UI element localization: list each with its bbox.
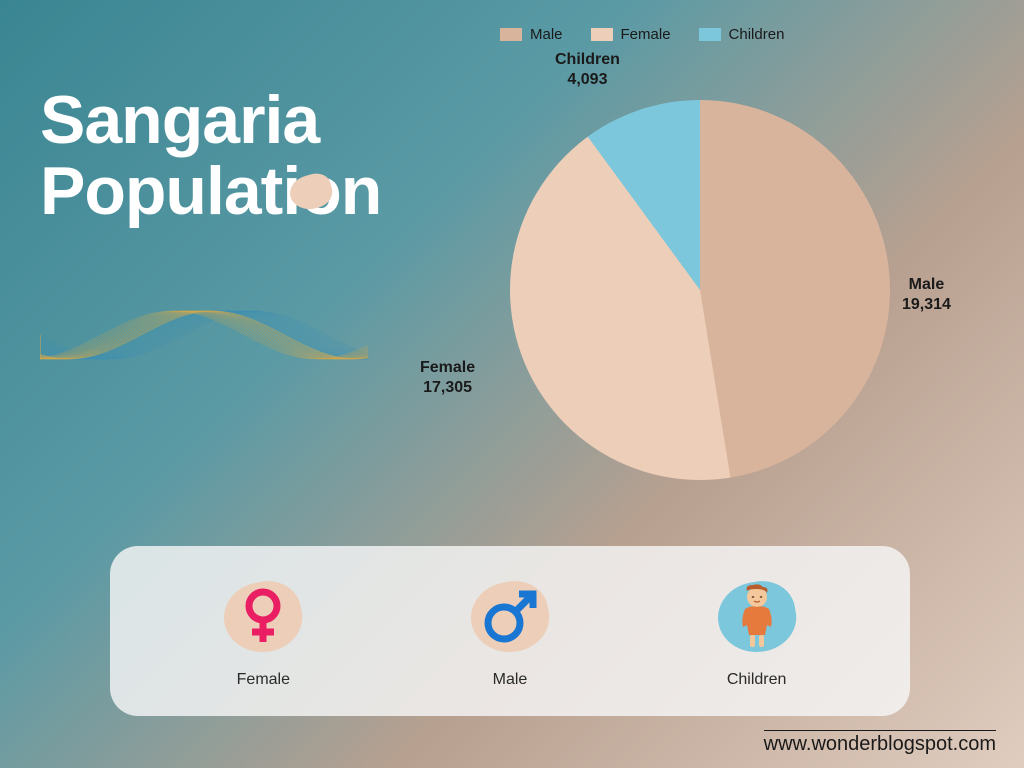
title-line-1: Sangaria xyxy=(40,85,381,156)
slice-label-female: Female17,305 xyxy=(420,358,475,398)
category-card: Female Male Children xyxy=(110,546,910,716)
pie-chart xyxy=(510,100,890,480)
male-symbol-icon xyxy=(466,573,554,661)
card-item-male: Male xyxy=(466,573,554,689)
legend-item-female: Female xyxy=(591,26,671,43)
card-label: Female xyxy=(237,671,290,689)
card-label: Male xyxy=(493,671,528,689)
legend-label: Male xyxy=(530,26,563,43)
child-figure-icon xyxy=(713,573,801,661)
legend-swatch xyxy=(699,28,721,41)
legend-label: Children xyxy=(729,26,785,43)
page-title: Sangaria Population xyxy=(40,85,381,228)
legend-swatch xyxy=(591,28,613,41)
legend-item-male: Male xyxy=(500,26,563,43)
slice-label-male: Male19,314 xyxy=(902,275,951,315)
card-item-children: Children xyxy=(713,573,801,689)
card-item-female: Female xyxy=(219,573,307,689)
source-url: www.wonderblogspot.com xyxy=(764,730,996,756)
chart-legend: Male Female Children xyxy=(500,26,784,43)
pie-chart-container: Male19,314Female17,305Children4,093 xyxy=(460,90,940,540)
decorative-wave xyxy=(40,290,370,380)
slice-label-children: Children4,093 xyxy=(555,50,620,90)
legend-item-children: Children xyxy=(699,26,785,43)
card-label: Children xyxy=(727,671,787,689)
legend-swatch xyxy=(500,28,522,41)
female-symbol-icon xyxy=(219,573,307,661)
legend-label: Female xyxy=(621,26,671,43)
